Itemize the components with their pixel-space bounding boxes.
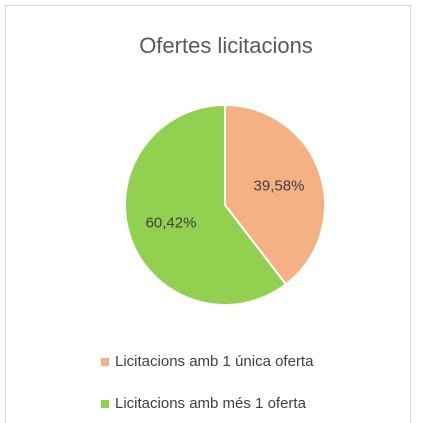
legend-label: Licitacions amb 1 única oferta [115,353,314,370]
legend-swatch [101,358,109,366]
legend-label: Licitacions amb més 1 oferta [115,395,307,412]
chart-title: Ofertes licitacions [139,33,313,58]
pie-slice [224,103,326,286]
data-label: 39,58% [254,178,305,195]
pie-slice [124,103,288,306]
legend-swatch [101,400,109,408]
data-label: 60,42% [146,214,197,231]
